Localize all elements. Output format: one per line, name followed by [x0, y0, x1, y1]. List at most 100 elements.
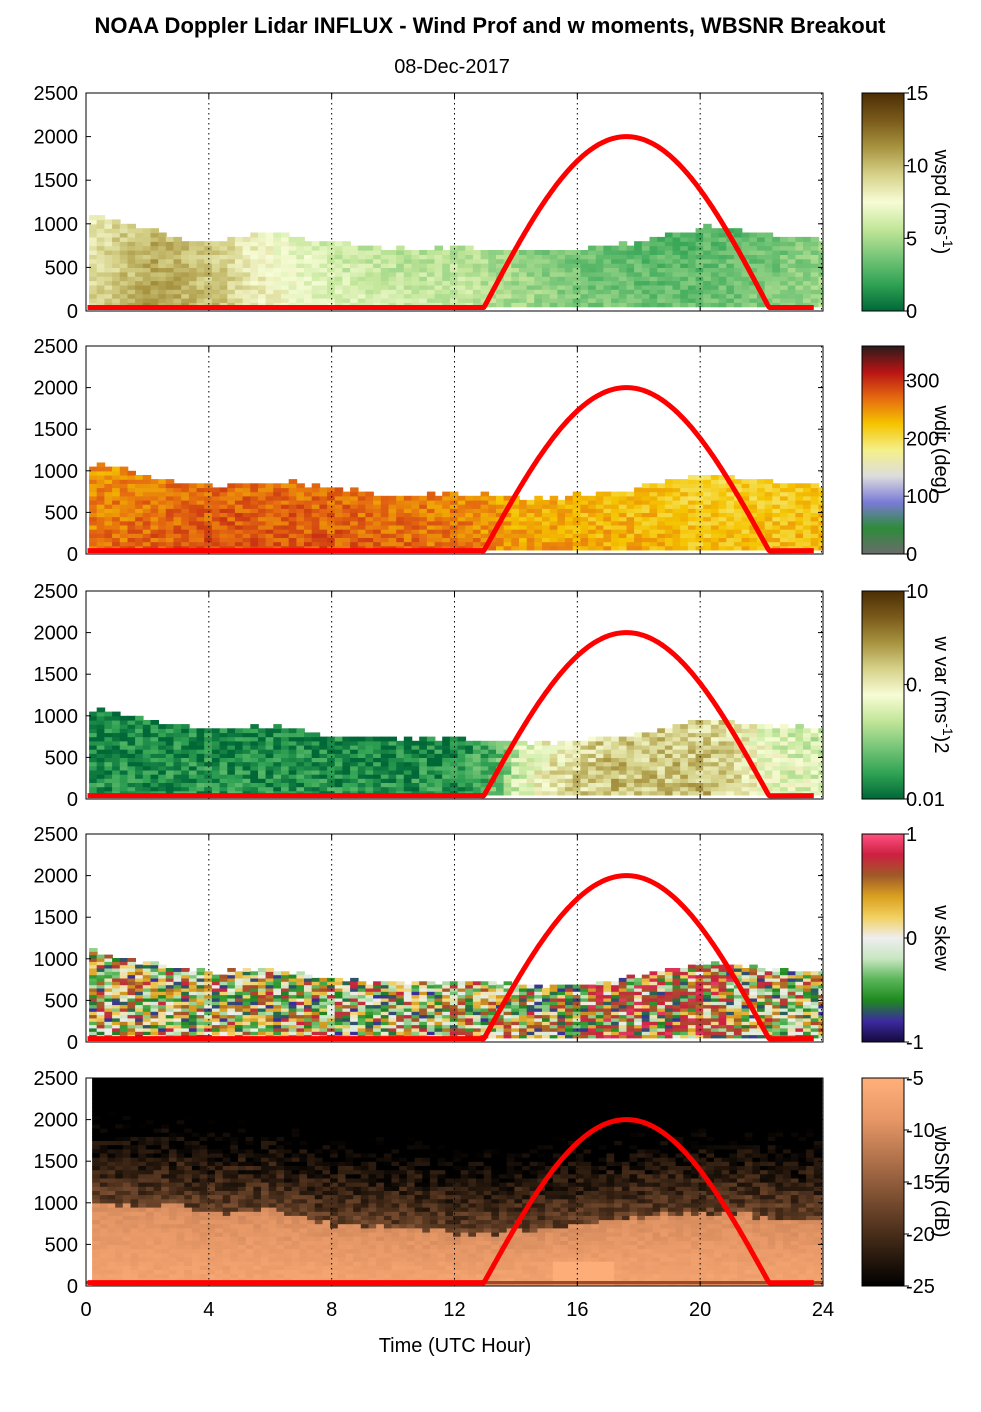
cell — [104, 1027, 113, 1032]
cell — [695, 782, 705, 788]
cell — [173, 254, 182, 260]
cell — [319, 245, 328, 251]
cell — [396, 258, 405, 264]
cell — [357, 520, 367, 526]
cell — [672, 537, 681, 543]
cell — [672, 258, 681, 264]
cell — [311, 516, 321, 522]
cell — [657, 769, 666, 775]
cell — [219, 280, 229, 286]
cell — [718, 258, 728, 264]
cell — [657, 280, 666, 286]
cell — [104, 475, 113, 480]
cell — [357, 302, 367, 308]
cell — [519, 258, 528, 264]
cell — [611, 284, 620, 290]
cell — [188, 782, 198, 788]
cell — [396, 284, 405, 290]
cell — [119, 744, 129, 750]
cell — [181, 994, 190, 999]
cell — [96, 968, 106, 972]
cell — [680, 736, 689, 742]
cell — [718, 728, 728, 734]
cell — [480, 533, 490, 538]
cell — [818, 786, 823, 792]
cell — [810, 529, 820, 534]
cell — [649, 757, 658, 763]
cell — [196, 744, 206, 750]
cell — [687, 736, 697, 742]
cell — [127, 541, 136, 547]
cell — [780, 254, 789, 260]
cell — [710, 786, 720, 792]
cell — [96, 483, 106, 489]
cell — [211, 786, 221, 792]
cell — [810, 790, 820, 796]
cell — [380, 495, 390, 501]
cell — [127, 1001, 136, 1006]
cell — [250, 736, 259, 742]
cell — [135, 245, 144, 251]
cell — [565, 778, 574, 783]
cell — [657, 302, 666, 308]
cell — [334, 263, 344, 268]
cell — [672, 524, 681, 530]
cell — [557, 545, 566, 551]
cell — [89, 753, 98, 758]
cell — [211, 744, 221, 750]
cell — [426, 258, 436, 264]
cell — [211, 491, 221, 497]
cell — [595, 778, 605, 783]
cell — [96, 297, 106, 303]
cell — [281, 280, 290, 286]
cell — [457, 289, 467, 295]
cell — [96, 280, 106, 286]
cell — [373, 774, 382, 779]
cell — [204, 1024, 213, 1029]
cell — [526, 508, 536, 513]
cell — [304, 487, 313, 493]
cell — [787, 790, 797, 796]
cell — [757, 245, 766, 251]
cell — [357, 250, 367, 255]
cell — [388, 495, 397, 501]
cell — [741, 491, 751, 497]
heatmap-cells — [89, 462, 823, 551]
cell — [496, 495, 505, 501]
cell — [733, 508, 743, 513]
cell — [710, 736, 720, 742]
cell — [403, 736, 413, 742]
cell — [112, 228, 121, 234]
cell — [388, 258, 397, 264]
cell — [764, 786, 774, 792]
cell — [749, 499, 758, 505]
cell — [142, 987, 152, 992]
cell — [112, 520, 121, 526]
cell — [219, 736, 229, 742]
cell — [695, 254, 705, 260]
cell — [281, 491, 290, 497]
cell — [595, 276, 605, 282]
cell — [411, 765, 420, 771]
cell — [227, 280, 236, 286]
cell — [165, 1021, 175, 1026]
cell — [288, 753, 298, 758]
cell — [373, 263, 382, 268]
cell — [626, 499, 635, 505]
cell — [496, 302, 505, 308]
cell — [411, 541, 420, 547]
cell — [265, 263, 275, 268]
cell — [588, 529, 597, 534]
y-tick-label: 1500 — [34, 419, 79, 441]
cell — [426, 276, 436, 282]
cell — [204, 790, 213, 796]
cell — [242, 254, 252, 260]
cell — [188, 487, 198, 493]
cell — [549, 512, 559, 518]
cell — [718, 280, 728, 286]
cell — [165, 537, 175, 543]
cell — [772, 284, 781, 290]
cell — [104, 1004, 113, 1009]
cell — [188, 241, 198, 247]
cell — [733, 280, 743, 286]
